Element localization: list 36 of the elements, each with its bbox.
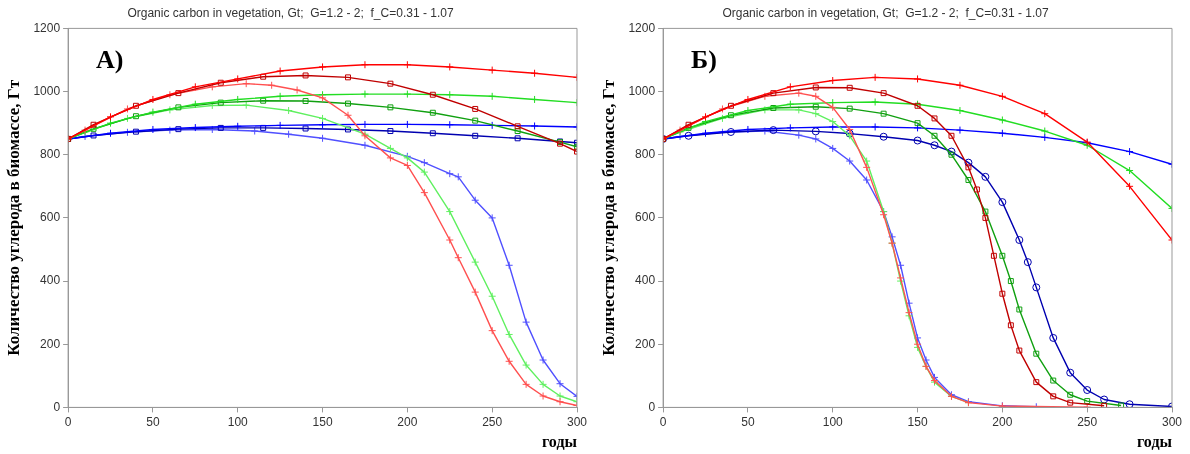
chart-title: Organic carbon in vegetation, Gt; G=1.2 - 2; f_C=0.31 - 1.07 (722, 5, 1049, 20)
x-tick-label: 200 (992, 414, 1013, 429)
x-tick-label: 50 (741, 414, 755, 429)
x-axis-title: годы (542, 432, 578, 450)
x-tick-label: 150 (907, 414, 928, 429)
y-tick-label: 200 (635, 336, 656, 351)
x-tick-label: 0 (659, 414, 667, 429)
y-axis-title: Количество углерода в биомассе, Гт (598, 79, 618, 356)
x-tick-label: 100 (227, 414, 249, 429)
y-tick-label: 1000 (33, 83, 61, 98)
y-tick-label: 800 (40, 147, 61, 162)
x-tick-label: 200 (397, 414, 418, 429)
y-tick-label: 1000 (628, 83, 656, 98)
y-tick-label: 200 (40, 336, 61, 351)
x-tick-label: 100 (822, 414, 844, 429)
y-tick-label: 400 (635, 273, 656, 288)
y-axis-title: Количество углерода в биомассе, Гт (3, 79, 23, 356)
y-tick-label: 600 (40, 210, 61, 225)
y-tick-label: 0 (648, 399, 656, 414)
x-tick-label: 300 (1161, 414, 1183, 429)
x-tick-label: 150 (312, 414, 333, 429)
x-axis-title: годы (1137, 432, 1173, 450)
chart-title: Organic carbon in vegetation, Gt; G=1.2 - 2; f_C=0.31 - 1.07 (127, 5, 454, 20)
y-tick-label: 400 (40, 273, 61, 288)
y-tick-label: 800 (635, 147, 656, 162)
y-tick-label: 600 (635, 210, 656, 225)
y-tick-label: 1200 (628, 20, 656, 35)
y-tick-label: 1200 (33, 20, 61, 35)
annotation: А) (96, 45, 124, 75)
x-tick-label: 0 (64, 414, 72, 429)
x-tick-label: 250 (1077, 414, 1098, 429)
x-tick-label: 50 (146, 414, 160, 429)
x-tick-label: 250 (482, 414, 503, 429)
y-tick-label: 0 (53, 399, 61, 414)
annotation: Б) (691, 45, 717, 75)
x-tick-label: 300 (566, 414, 588, 429)
